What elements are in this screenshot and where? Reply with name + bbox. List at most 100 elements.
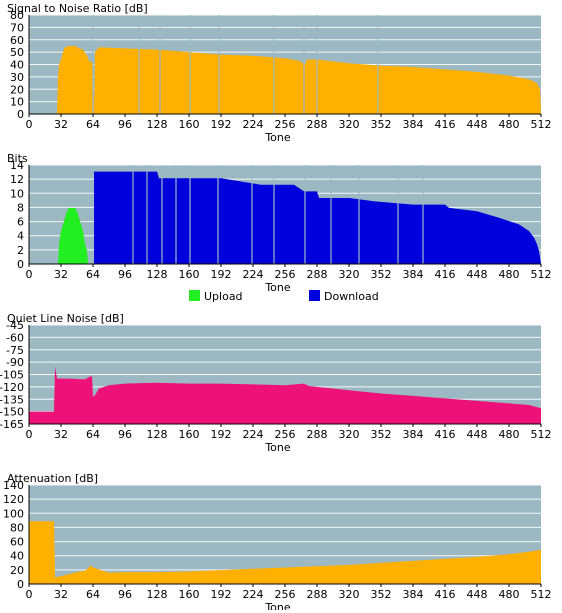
snr-xtick-label: 448 [467,118,488,131]
snr-ytick-label: 20 [10,83,24,96]
atten-series-0-area [29,521,541,584]
qln-xtick-label: 160 [179,428,200,441]
snr-xtick-label: 288 [307,118,328,131]
qln-ytick-label: -135 [0,393,24,406]
qln-xtick-label: 224 [243,428,264,441]
bits-chart-title: Bits [7,152,28,165]
qln-xtick-label: 32 [54,428,68,441]
bits-ytick-label: 2 [17,244,24,257]
qln-xtick-label: 128 [147,428,168,441]
bits-xtick-label: 480 [499,268,520,281]
atten-xtick-label: 288 [307,588,328,601]
snr-xtick-label: 96 [118,118,132,131]
qln-chart-title: Quiet Line Noise [dB] [7,312,124,325]
bits-xtick-label: 192 [211,268,232,281]
snr-xtick-label: 416 [435,118,456,131]
bits-xtick-label: 384 [403,268,424,281]
atten-xtick-label: 384 [403,588,424,601]
qln-xtick-label: 480 [499,428,520,441]
bits-xtick-label: 96 [118,268,132,281]
bits-legend: Upload Download [189,290,379,303]
bits-xtick-label: 352 [371,268,392,281]
snr-xtick-label: 64 [86,118,100,131]
qln-ytick-label: -45 [6,319,24,332]
qln-ytick-label: -75 [6,344,24,357]
snr-xtick-label: 480 [499,118,520,131]
bits-ytick-label: 12 [10,173,24,186]
snr-xtick-label: 128 [147,118,168,131]
qln-xtick-label: 256 [275,428,296,441]
snr-chart-title: Signal to Noise Ratio [dB] [7,2,148,15]
snr-xtick-label: 352 [371,118,392,131]
snr-ytick-label: 30 [10,71,24,84]
atten-xtick-label: 224 [243,588,264,601]
qln-ytick-label: -120 [0,381,24,394]
atten-xtick-label: 352 [371,588,392,601]
qln-xtick-label: 192 [211,428,232,441]
bits-xtick-label: 448 [467,268,488,281]
bits-series-download-area [94,171,541,264]
snr-xtick-label: 224 [243,118,264,131]
atten-ytick-label: 0 [17,578,24,591]
snr-xtick-label: 192 [211,118,232,131]
bits-ytick-label: 4 [17,230,24,243]
snr-series-0-area [57,45,541,114]
bits-ytick-label: 10 [10,187,24,200]
bits-xtick-label: 224 [243,268,264,281]
bits-xtick-label: 256 [275,268,296,281]
qln-xtick-label: 512 [531,428,552,441]
snr-ytick-label: 60 [10,34,24,47]
bits-xtick-label: 160 [179,268,200,281]
snr-ytick-label: 10 [10,96,24,109]
bits-xtick-label: 0 [26,268,33,281]
snr-xtick-label: 160 [179,118,200,131]
qln-series-0-area [29,366,541,424]
snr-xtick-label: 32 [54,118,68,131]
qln-xtick-label: 384 [403,428,424,441]
bits-xtick-label: 512 [531,268,552,281]
bits-xtick-label: 288 [307,268,328,281]
atten-ytick-label: 80 [10,521,24,534]
atten-ytick-label: 140 [3,479,24,492]
bits-xtick-label: 416 [435,268,456,281]
legend-upload-swatch [189,290,200,301]
snr-ytick-label: 70 [10,21,24,34]
atten-xtick-label: 448 [467,588,488,601]
legend-upload-label: Upload [204,290,243,303]
snr-xtick-label: 256 [275,118,296,131]
snr-xtick-label: 384 [403,118,424,131]
qln-ytick-label: -105 [0,369,24,382]
qln-ytick-label: -60 [6,331,24,344]
bits-xtick-label: 128 [147,268,168,281]
bits-xtick-label: 320 [339,268,360,281]
atten-xtick-label: 32 [54,588,68,601]
atten-xtick-label: 512 [531,588,552,601]
atten-xtick-label: 480 [499,588,520,601]
qln-xtick-label: 352 [371,428,392,441]
atten-xtick-label: 320 [339,588,360,601]
atten-ytick-label: 20 [10,564,24,577]
atten-xtick-label: 64 [86,588,100,601]
atten-xtick-label: 160 [179,588,200,601]
snr-xtick-label: 512 [531,118,552,131]
qln-xtick-label: 96 [118,428,132,441]
bits-series-upload-area [58,207,88,264]
atten-xtick-label: 192 [211,588,232,601]
atten-xtick-label: 96 [118,588,132,601]
bits-ytick-label: 6 [17,216,24,229]
atten-ytick-label: 120 [3,493,24,506]
atten-xtick-label: 128 [147,588,168,601]
qln-xtick-label: 320 [339,428,360,441]
atten-xtick-label: 256 [275,588,296,601]
qln-xtick-label: 416 [435,428,456,441]
snr-xaxis-label: Tone [264,131,291,144]
snr-ytick-label: 0 [17,108,24,121]
atten-ytick-label: 40 [10,550,24,563]
qln-xtick-label: 64 [86,428,100,441]
snr-ytick-label: 50 [10,46,24,59]
atten-ytick-label: 60 [10,536,24,549]
